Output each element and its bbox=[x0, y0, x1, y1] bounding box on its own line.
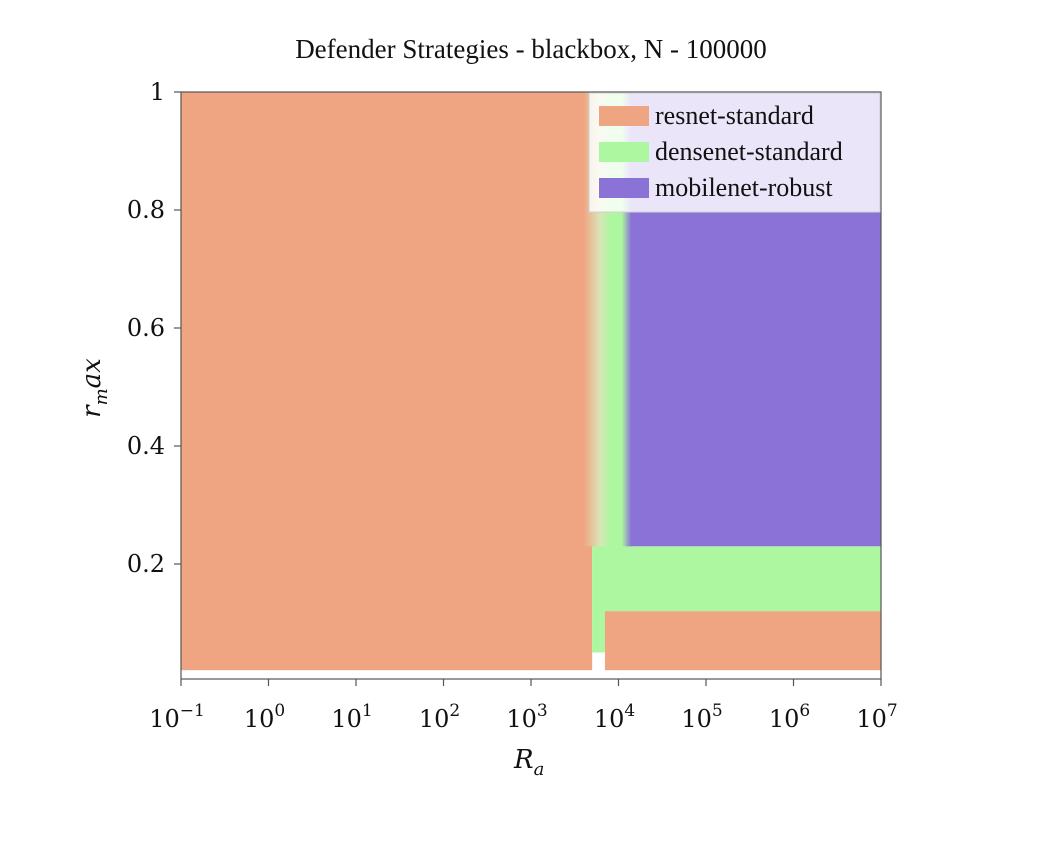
y-tick-label-3: 0.8 bbox=[127, 196, 165, 224]
x-tick-label-6: 105 bbox=[681, 701, 722, 733]
x-tick-label-7: 106 bbox=[769, 701, 810, 733]
y-tick-label-1: 0.4 bbox=[127, 432, 165, 460]
legend-label-mobilenet-robust: mobilenet-robust bbox=[655, 173, 833, 202]
svg-text:rmax: rmax bbox=[77, 358, 112, 418]
x-tick-label-3: 102 bbox=[419, 701, 460, 733]
legend: resnet-standard densenet-standard mobilene… bbox=[588, 92, 881, 213]
legend-label-densenet-standard: densenet-standard bbox=[655, 137, 843, 166]
region-resnet-standard-3 bbox=[604, 611, 881, 671]
x-axis: 10−1 100 101 102 103 104 105 106 107 bbox=[149, 679, 898, 733]
x-tick-label-1: 100 bbox=[244, 701, 285, 733]
x-axis-label: Ra bbox=[513, 745, 544, 780]
y-tick-label-0: 0.2 bbox=[127, 550, 165, 578]
legend-swatch-mobilenet-robust bbox=[599, 178, 649, 198]
svg-text:Ra: Ra bbox=[513, 745, 544, 780]
x-tick-label-4: 103 bbox=[506, 701, 547, 733]
x-tick-label-0: 10−1 bbox=[149, 701, 205, 733]
legend-swatch-resnet-standard bbox=[599, 106, 649, 126]
y-tick-label-2: 0.6 bbox=[127, 314, 165, 342]
legend-label-resnet-standard: resnet-standard bbox=[655, 101, 814, 130]
region-densenet-standard-2 bbox=[604, 546, 881, 612]
y-axis: 0.2 0.4 0.6 0.8 1 bbox=[127, 78, 181, 578]
chart-title: Defender Strategies - blackbox, N - 1000… bbox=[295, 34, 767, 64]
region-resnet-standard-0 bbox=[181, 92, 593, 671]
x-tick-label-5: 104 bbox=[594, 701, 635, 733]
y-axis-label: rmax bbox=[77, 358, 112, 418]
y-tick-label-4: 1 bbox=[150, 78, 165, 106]
legend-swatch-densenet-standard bbox=[599, 142, 649, 162]
x-tick-label-2: 101 bbox=[331, 701, 372, 733]
x-tick-label-8: 107 bbox=[856, 701, 897, 733]
